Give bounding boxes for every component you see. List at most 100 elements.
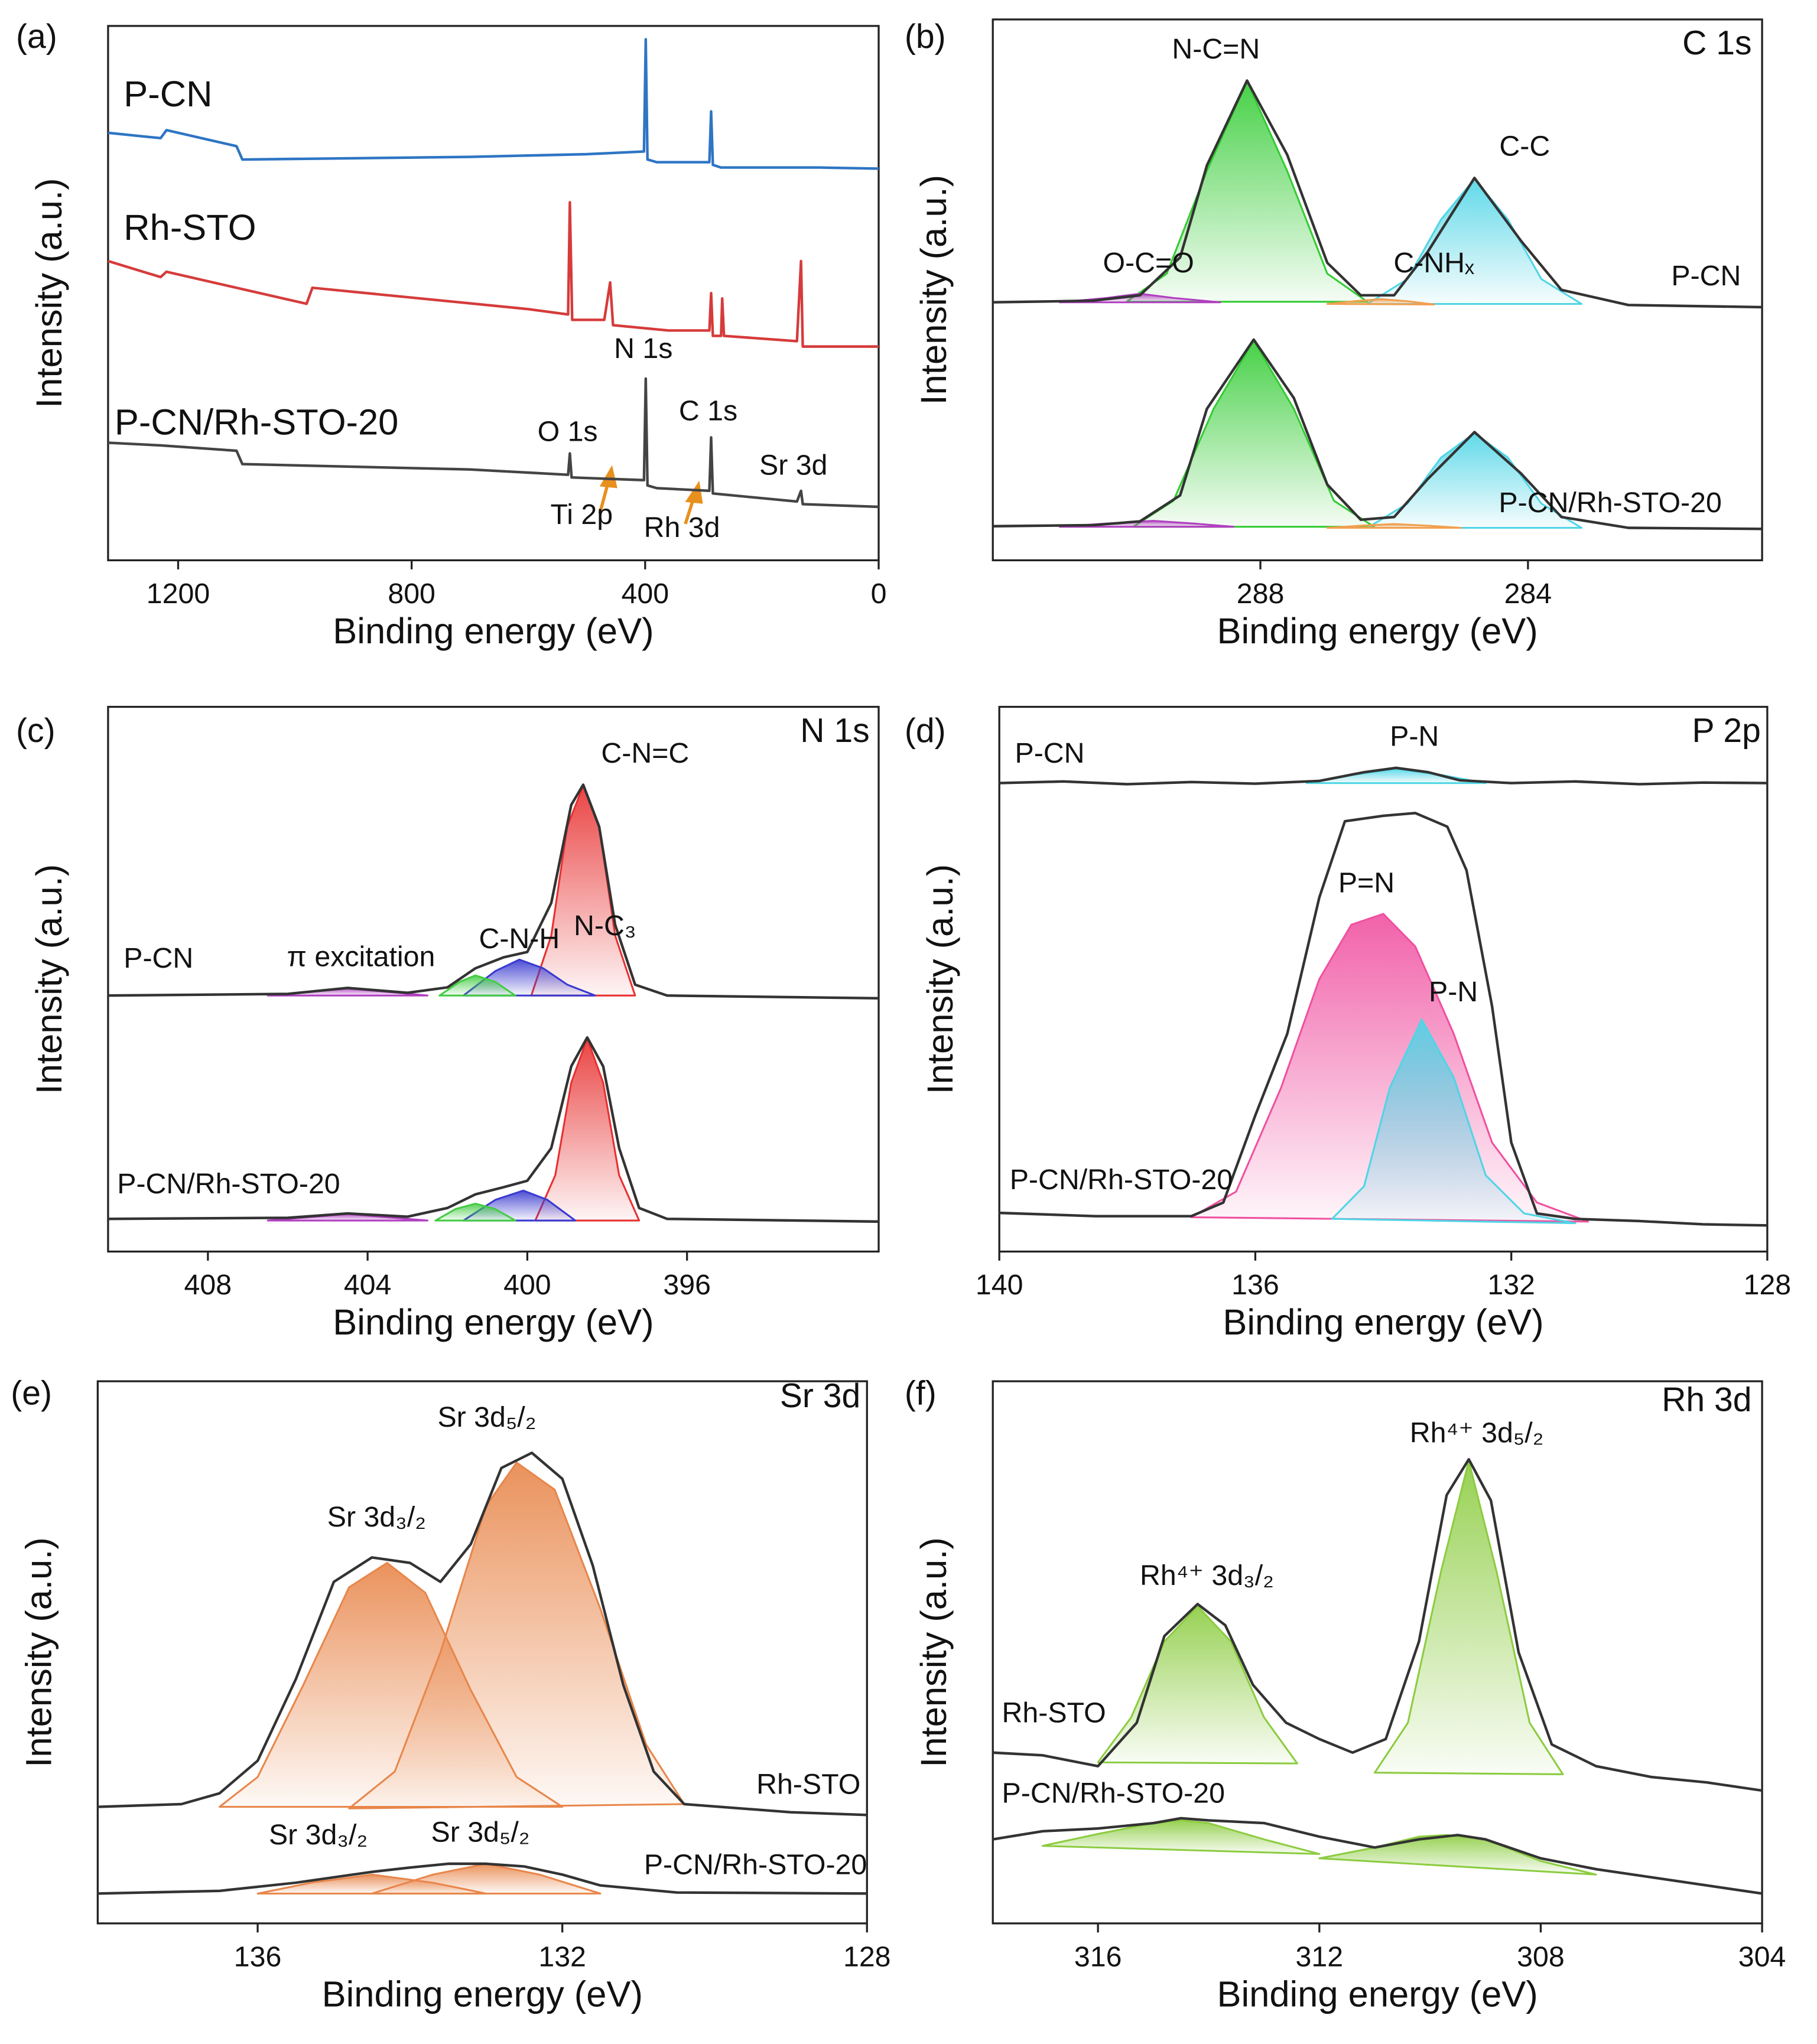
- peak-label: π excitation: [287, 941, 435, 973]
- y-axis-label: Intensity (a.u.): [29, 864, 70, 1094]
- series-label: Rh-STO: [1002, 1697, 1106, 1729]
- series-label: P-CN/Rh-STO-20: [644, 1848, 867, 1880]
- x-tick-label: 128: [1744, 1269, 1792, 1301]
- series-label: P-CN/Rh-STO-20: [1499, 487, 1721, 519]
- panel-title: Sr 3d: [780, 1377, 860, 1415]
- series-label: P-CN: [1671, 260, 1741, 292]
- annotation: Rh 3d: [644, 512, 720, 543]
- peak-label: Sr 3d₅/₂: [437, 1401, 536, 1433]
- spectrum: [999, 766, 1767, 786]
- y-axis-label: Intensity (a.u.): [914, 175, 954, 405]
- peak-label: C-NHₓ: [1393, 247, 1474, 279]
- plot-frame: [96, 1380, 868, 1925]
- peak-label: C-N=C: [601, 737, 689, 769]
- panel-label: (a): [16, 18, 57, 56]
- annotation: O 1s: [538, 415, 598, 447]
- series-label: P-CN: [123, 74, 212, 115]
- x-tick-label: 404: [344, 1269, 392, 1301]
- x-tick-label: 128: [843, 1941, 891, 1973]
- spectrum: [108, 38, 879, 170]
- annotation: N 1s: [614, 333, 672, 364]
- fit-component: [1326, 523, 1462, 529]
- x-tick-label: 308: [1517, 1941, 1565, 1973]
- peak-label: C-C: [1499, 130, 1550, 162]
- fit-component: [1326, 298, 1435, 305]
- fit-component: [434, 1202, 516, 1222]
- x-tick-label: 136: [1231, 1269, 1279, 1301]
- series-label: P-CN: [123, 942, 193, 974]
- x-tick-label: 316: [1074, 1941, 1122, 1973]
- spectrum: [999, 812, 1767, 1227]
- peak-label: P-N: [1429, 976, 1478, 1008]
- x-tick-label: 304: [1738, 1941, 1786, 1973]
- peak-label: N-C₃: [574, 910, 636, 942]
- peak-label: Sr 3d₅/₂: [431, 1817, 529, 1848]
- fit-component: [1097, 1605, 1298, 1765]
- x-axis-label: Binding energy (eV): [322, 1974, 643, 2014]
- peak-label: Sr 3d₃/₂: [327, 1501, 426, 1533]
- x-tick-label: 132: [538, 1941, 586, 1973]
- plot-frame: [107, 25, 880, 562]
- fit-component: [1190, 913, 1590, 1223]
- y-axis-label: Intensity (a.u.): [29, 178, 70, 408]
- spectrum: [993, 79, 1763, 309]
- spectrum: [108, 201, 879, 348]
- panel-label: (e): [11, 1375, 52, 1412]
- panel-label: (b): [905, 18, 946, 56]
- x-axis-label: Binding energy (eV): [333, 1302, 654, 1343]
- peak-label: C-N-H: [479, 923, 560, 955]
- plot-frame: [992, 18, 1763, 562]
- x-tick-label: 312: [1296, 1941, 1344, 1973]
- x-axis-label: Binding energy (eV): [333, 611, 654, 652]
- annotation: C 1s: [679, 395, 737, 427]
- fit-component: [1331, 1018, 1577, 1225]
- spectrum: [993, 338, 1763, 530]
- annotation: Ti 2p: [551, 499, 613, 530]
- spectrum: [108, 783, 879, 1000]
- spectrum: [108, 1036, 879, 1223]
- peak-label: Rh⁴⁺ 3d₃/₂: [1140, 1560, 1274, 1591]
- annotation: Sr 3d: [759, 450, 827, 481]
- panel-title: C 1s: [1682, 24, 1751, 62]
- y-axis-label: Intensity (a.u.): [920, 864, 961, 1094]
- x-tick-label: 0: [871, 578, 887, 610]
- panel-title: Rh 3d: [1662, 1381, 1751, 1419]
- x-tick-label: 1200: [147, 578, 210, 610]
- spectrum: [108, 377, 879, 509]
- x-tick-label: 140: [976, 1269, 1023, 1301]
- x-tick-label: 408: [184, 1269, 232, 1301]
- spectrum: [993, 1458, 1763, 1792]
- peak-label: N-C=N: [1172, 33, 1260, 65]
- x-tick-label: 136: [234, 1941, 282, 1973]
- spectrum: [992, 1817, 1763, 1895]
- spectrum: [97, 1451, 867, 1817]
- peak-label: O-C=O: [1103, 247, 1194, 279]
- x-tick-label: 400: [622, 578, 669, 610]
- panel-label: (f): [905, 1375, 937, 1412]
- x-axis-label: Binding energy (eV): [1217, 1974, 1538, 2014]
- plot-frame: [992, 1380, 1763, 1925]
- peak-label: Rh⁴⁺ 3d₅/₂: [1410, 1417, 1544, 1449]
- x-tick-label: 288: [1237, 578, 1285, 610]
- series-label: P-CN/Rh-STO-20: [1010, 1164, 1233, 1196]
- panel-label: (c): [16, 712, 56, 750]
- series-label: Rh-STO: [756, 1768, 860, 1800]
- x-tick-label: 400: [503, 1269, 551, 1301]
- fit-component: [1373, 1460, 1564, 1775]
- fit-component: [1132, 340, 1376, 528]
- x-axis-label: Binding energy (eV): [1223, 1302, 1543, 1343]
- fit-component: [1126, 80, 1369, 303]
- panel-title: N 1s: [800, 712, 869, 750]
- peak-label: P=N: [1338, 867, 1395, 899]
- plot-frame: [998, 705, 1769, 1253]
- x-tick-label: 132: [1487, 1269, 1535, 1301]
- peak-label: Sr 3d₃/₂: [269, 1819, 368, 1851]
- x-axis-label: Binding energy (eV): [1217, 611, 1538, 652]
- series-label: P-CN/Rh-STO-20: [115, 402, 398, 442]
- fit-component: [370, 1863, 602, 1895]
- series-label: P-CN/Rh-STO-20: [117, 1168, 340, 1200]
- peak-label: P-N: [1390, 720, 1439, 752]
